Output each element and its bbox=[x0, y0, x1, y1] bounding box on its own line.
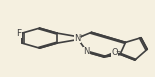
Text: O: O bbox=[111, 48, 118, 57]
Text: N: N bbox=[84, 48, 90, 56]
Text: F: F bbox=[16, 29, 21, 38]
Text: −: − bbox=[115, 49, 121, 53]
Text: +: + bbox=[78, 34, 83, 39]
Text: N: N bbox=[74, 34, 81, 43]
